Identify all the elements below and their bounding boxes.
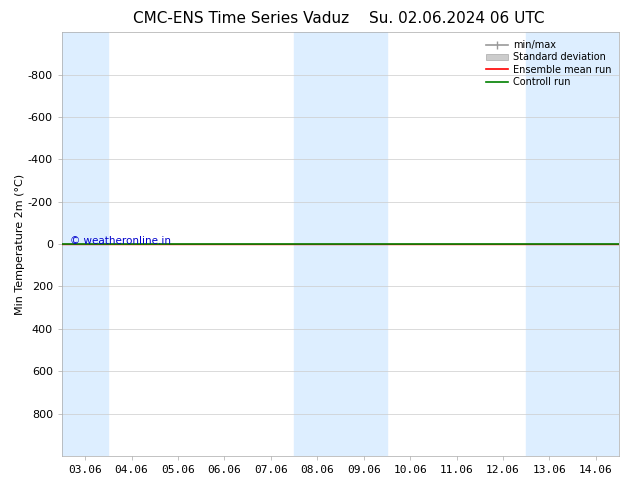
Text: © weatheronline.in: © weatheronline.in	[70, 236, 171, 245]
Y-axis label: Min Temperature 2m (°C): Min Temperature 2m (°C)	[15, 173, 25, 315]
Bar	[573, 32, 619, 456]
Bar	[294, 32, 340, 456]
Bar	[526, 32, 573, 456]
Legend: min/max, Standard deviation, Ensemble mean run, Controll run: min/max, Standard deviation, Ensemble me…	[484, 37, 614, 90]
Text: CMC-ENS Time Series Vaduz: CMC-ENS Time Series Vaduz	[133, 11, 349, 26]
Bar	[340, 32, 387, 456]
Text: Su. 02.06.2024 06 UTC: Su. 02.06.2024 06 UTC	[369, 11, 544, 26]
Bar	[62, 32, 108, 456]
